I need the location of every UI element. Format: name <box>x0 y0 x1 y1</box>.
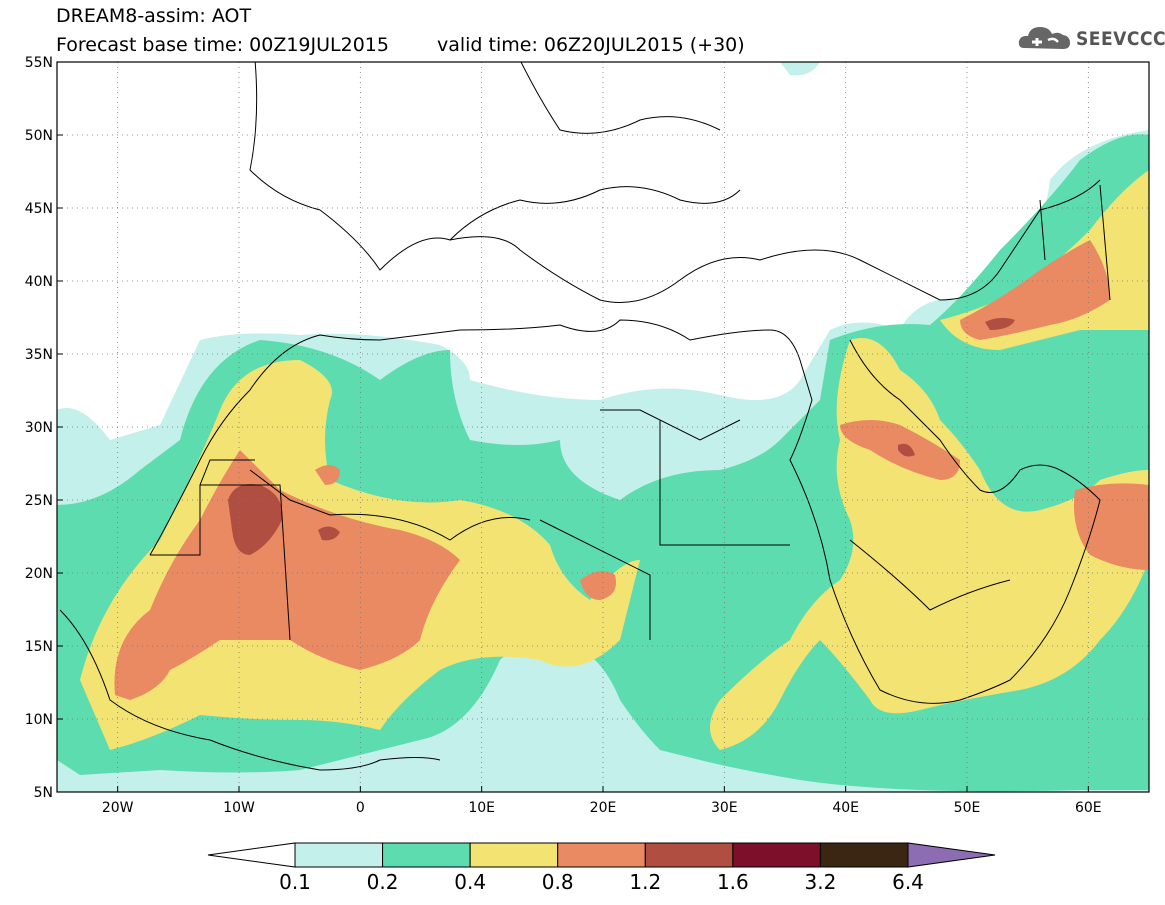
lon-tick-label: 40E <box>832 800 859 816</box>
lon-tick-label: 20E <box>590 800 617 816</box>
valid-time-label: valid time: 06Z20JUL2015 (+30) <box>436 34 745 56</box>
cloud-logo-icon <box>1018 27 1070 49</box>
colorbar-label: 0.4 <box>454 870 486 894</box>
logo-text: SEEVCCC <box>1076 28 1165 50</box>
chart-title: DREAM8-assim: AOT <box>56 5 252 27</box>
lat-tick-label: 25N <box>25 493 53 509</box>
coastlines <box>59 62 1111 771</box>
axis-ticks: 20W 10W 0 10E 20E 30E 40E 50E 60E 5N 10N 15N 20N 25N 3… <box>25 55 1102 816</box>
aot-field-level-4c <box>960 240 1110 340</box>
aot-field-level-3b <box>710 338 1149 750</box>
colorbar-box <box>732 842 821 868</box>
lat-tick-label: 5N <box>34 785 53 801</box>
colorbar-label: 0.2 <box>367 870 399 894</box>
aot-field-level-5 <box>228 484 283 555</box>
colorbar-box <box>382 842 471 868</box>
lat-tick-label: 40N <box>25 274 53 290</box>
aot-field-level-5b <box>318 526 340 541</box>
seevccc-logo: SEEVCCC <box>1018 22 1165 56</box>
aot-field-level-5d <box>985 317 1015 330</box>
aot-field-level-4 <box>114 450 460 700</box>
lat-tick-label: 20N <box>25 566 53 582</box>
colorbar-label: 0.8 <box>542 870 574 894</box>
lon-tick-label: 60E <box>1075 800 1102 816</box>
lat-tick-label: 55N <box>25 55 53 71</box>
lat-tick-label: 45N <box>25 201 53 217</box>
colorbar-over-triangle <box>907 842 996 868</box>
aot-field-level-1b <box>780 62 820 76</box>
colorbar-box <box>294 842 384 868</box>
colorbar-box <box>469 842 559 868</box>
colorbar-box <box>644 842 734 868</box>
lat-tick-label: 50N <box>25 128 53 144</box>
colorbar-box <box>819 842 909 868</box>
aot-field-level-5c <box>898 443 915 457</box>
lat-tick-label: 15N <box>25 639 53 655</box>
lon-tick-label: 10W <box>223 800 255 816</box>
lon-tick-label: 20W <box>102 800 134 816</box>
colorbar-label: 3.2 <box>805 870 837 894</box>
colorbar-label: 0.1 <box>279 870 311 894</box>
chart-subtitle: Forecast base time: 00Z19JUL2015 valid ti… <box>56 35 745 55</box>
lon-tick-label: 10E <box>468 800 495 816</box>
lon-tick-label: 30E <box>711 800 738 816</box>
lat-tick-label: 30N <box>25 420 53 436</box>
base-time-label: Forecast base time: 00Z19JUL2015 <box>56 34 389 56</box>
lat-tick-label: 35N <box>25 347 53 363</box>
aot-shading <box>57 62 1149 792</box>
colorbar-label: 6.4 <box>892 870 924 894</box>
aot-field-level-4d <box>1074 483 1149 570</box>
colorbar-label: 1.6 <box>717 870 749 894</box>
colorbar-label: 1.2 <box>629 870 661 894</box>
aot-field-level-4e <box>580 571 616 600</box>
lon-tick-label: 50E <box>954 800 981 816</box>
aot-field-level-4f <box>315 465 340 485</box>
graticule <box>57 62 1149 792</box>
colorbar-under-triangle <box>207 842 296 868</box>
lon-tick-label: 0 <box>356 800 365 816</box>
colorbar-box <box>557 842 646 868</box>
lat-tick-label: 10N <box>25 712 53 728</box>
